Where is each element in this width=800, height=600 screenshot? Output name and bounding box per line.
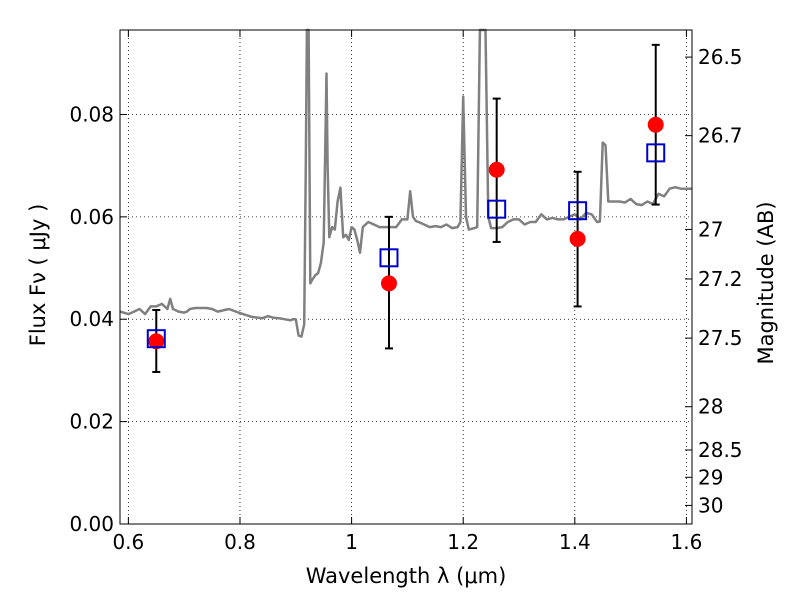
- y-tick-label: 0.02: [69, 410, 114, 434]
- observed-point: [647, 116, 664, 133]
- y2-tick-label: 29: [698, 465, 723, 489]
- x-tick-label: 1.6: [671, 530, 703, 554]
- y2-tick-label: 27.5: [698, 326, 743, 350]
- grid-lines: [120, 30, 692, 524]
- plot-frame: [119, 29, 693, 525]
- x-tick-label: 0.6: [112, 530, 144, 554]
- x-axis-label: Wavelength λ (μm): [306, 564, 507, 588]
- model-photometry-point: [646, 143, 666, 163]
- observed-point: [569, 230, 586, 247]
- y-axis-label: Flux Fν ( μJy ): [26, 204, 50, 347]
- y-tick-label: 0.00: [69, 512, 114, 536]
- observed-point: [380, 275, 397, 292]
- y2-tick-label: 27.2: [698, 267, 743, 291]
- model-photometry-point: [146, 329, 166, 349]
- y-tick-label: 0.08: [69, 102, 114, 126]
- y2-axis-label: Magnitude (AB): [754, 201, 778, 364]
- y2-tick-label: 28: [698, 395, 723, 419]
- spectrum-line: [119, 28, 692, 338]
- y2-tick-label: 28.5: [698, 438, 743, 462]
- y2-tick-label: 27: [698, 217, 723, 241]
- x-tick-label: 1: [345, 530, 358, 554]
- y2-tick-label: 26.7: [698, 124, 743, 148]
- observed-point: [488, 161, 505, 178]
- x-tick-label: 1.2: [447, 530, 479, 554]
- model-photometry-point: [379, 248, 399, 268]
- y-tick-label: 0.04: [69, 307, 114, 331]
- y2-tick-label: 30: [698, 493, 723, 517]
- spectrum-layer: [119, 28, 692, 338]
- x-tick-label: 1.4: [559, 530, 591, 554]
- y-tick-label: 0.06: [69, 205, 114, 229]
- marker-layer: [146, 116, 666, 350]
- model-photometry-point: [487, 199, 507, 219]
- errorbar-layer: [152, 43, 660, 373]
- model-photometry-point: [568, 201, 588, 221]
- y2-tick-label: 26.5: [698, 45, 743, 69]
- ticks-layer: 0.6 0.8 1 1.2 1.4 1.6 0.00 0.02 0.04 0.06 0.08 26.5…: [69, 30, 743, 554]
- x-tick-label: 0.8: [224, 530, 256, 554]
